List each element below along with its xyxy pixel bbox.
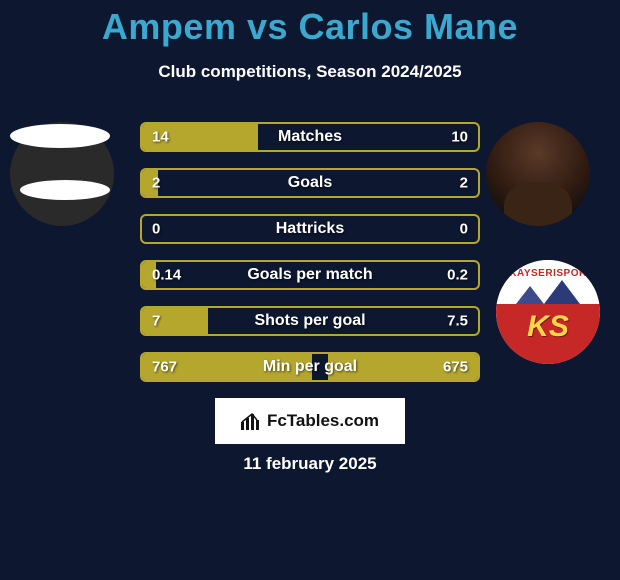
stat-label: Goals <box>288 174 332 192</box>
stat-value-left: 7 <box>152 313 160 330</box>
stat-value-right: 0.2 <box>447 267 468 284</box>
stat-row: 767 Min per goal 675 <box>140 352 480 382</box>
stat-value-right: 10 <box>451 129 468 146</box>
chart-icon <box>241 412 261 430</box>
brand-text: FcTables.com <box>267 411 379 431</box>
stat-label: Hattricks <box>276 220 344 238</box>
avatar-placeholder-shape <box>10 124 110 148</box>
stat-value-left: 0.14 <box>152 267 181 284</box>
stat-value-right: 0 <box>460 221 468 238</box>
avatar-placeholder-shape <box>20 180 110 200</box>
stat-label: Min per goal <box>263 358 357 376</box>
stat-row: 14 Matches 10 <box>140 122 480 152</box>
stat-label: Shots per goal <box>254 312 365 330</box>
stat-value-left: 14 <box>152 129 169 146</box>
stat-row: 0 Hattricks 0 <box>140 214 480 244</box>
stat-value-right: 675 <box>443 359 468 376</box>
subtitle: Club competitions, Season 2024/2025 <box>0 62 620 82</box>
stat-label: Goals per match <box>247 266 372 284</box>
player-left-avatar <box>10 122 114 226</box>
club-right-badge: KAYSERISPOR KS <box>496 260 600 364</box>
stat-label: Matches <box>278 128 342 146</box>
club-badge-inner: KAYSERISPOR KS <box>496 260 600 364</box>
club-initials: KS <box>496 310 600 344</box>
stat-row: 0.14 Goals per match 0.2 <box>140 260 480 290</box>
mountain-icon <box>516 286 544 304</box>
player-right-avatar <box>486 122 590 226</box>
page-title: Ampem vs Carlos Mane <box>0 0 620 48</box>
stat-value-right: 2 <box>460 175 468 192</box>
date-label: 11 february 2025 <box>0 454 620 474</box>
stat-value-left: 0 <box>152 221 160 238</box>
stat-value-right: 7.5 <box>447 313 468 330</box>
stat-value-left: 767 <box>152 359 177 376</box>
stat-row: 7 Shots per goal 7.5 <box>140 306 480 336</box>
mountain-icon <box>544 280 580 304</box>
stats-bars: 14 Matches 10 2 Goals 2 0 Hattricks 0 0.14 Goals p… <box>140 122 480 398</box>
stat-value-left: 2 <box>152 175 160 192</box>
brand-badge[interactable]: FcTables.com <box>215 398 405 444</box>
stat-row: 2 Goals 2 <box>140 168 480 198</box>
